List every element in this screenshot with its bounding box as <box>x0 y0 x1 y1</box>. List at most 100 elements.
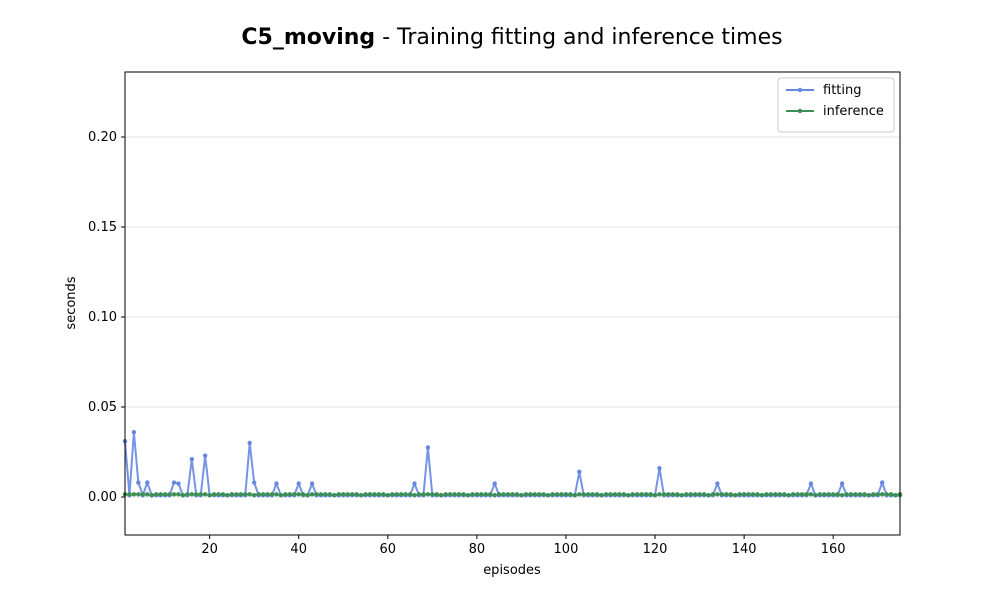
data-point <box>363 492 368 497</box>
data-point <box>439 493 444 498</box>
data-point <box>608 492 613 497</box>
data-point <box>586 492 591 497</box>
data-point <box>759 493 765 498</box>
y-tick-label: 0.10 <box>88 310 117 325</box>
data-point <box>817 492 823 497</box>
data-point <box>884 492 889 497</box>
data-point <box>862 492 867 497</box>
data-point <box>541 492 546 497</box>
data-point <box>594 492 600 497</box>
data-point <box>145 480 150 485</box>
data-point <box>296 492 301 497</box>
data-point <box>648 492 653 497</box>
data-point <box>675 492 680 497</box>
data-point <box>425 492 431 497</box>
data-point <box>314 492 319 497</box>
data-point <box>519 493 524 498</box>
data-point <box>733 493 738 498</box>
data-point <box>412 481 417 486</box>
data-point <box>394 492 399 497</box>
data-point <box>269 492 275 497</box>
title-bold: C5_moving <box>241 25 375 50</box>
data-point <box>661 492 667 497</box>
data-point <box>367 492 373 497</box>
data-point <box>300 492 306 497</box>
data-point <box>746 492 751 497</box>
data-point <box>202 492 208 497</box>
data-point <box>345 492 350 497</box>
data-point <box>336 492 341 497</box>
data-point <box>666 492 671 497</box>
data-point <box>532 492 537 497</box>
data-point <box>176 481 181 486</box>
data-point <box>381 492 386 497</box>
data-point <box>296 481 301 486</box>
data-point <box>777 492 782 497</box>
data-point <box>893 493 898 498</box>
data-point <box>452 492 457 497</box>
legend: fitting inference <box>777 77 895 133</box>
data-point <box>247 492 252 497</box>
data-point <box>781 492 787 497</box>
data-point <box>465 493 471 498</box>
data-point <box>176 492 181 497</box>
data-point <box>844 492 849 497</box>
data-point <box>292 492 297 497</box>
data-point <box>171 480 177 485</box>
data-point <box>879 480 885 485</box>
data-point <box>728 492 733 497</box>
data-point <box>630 492 635 497</box>
data-point <box>496 492 502 497</box>
data-point <box>786 493 791 498</box>
data-point <box>149 493 154 498</box>
data-point <box>710 492 716 497</box>
x-tick-label: 60 <box>380 542 397 557</box>
data-point <box>835 492 840 497</box>
data-point <box>202 453 208 458</box>
data-point <box>131 430 137 435</box>
data-point <box>879 492 885 497</box>
data-point <box>447 492 453 497</box>
data-point <box>430 492 435 497</box>
series-line <box>124 432 900 499</box>
data-point <box>198 492 203 497</box>
data-point <box>229 492 235 497</box>
data-point <box>443 492 448 497</box>
data-point <box>189 457 195 462</box>
data-point <box>425 445 431 450</box>
data-point <box>657 466 662 471</box>
data-point <box>545 493 551 498</box>
data-point <box>470 492 475 497</box>
data-point <box>349 492 355 497</box>
data-point <box>479 492 484 497</box>
data-point <box>211 492 217 497</box>
data-point <box>167 492 172 497</box>
y-tick-label: 0.20 <box>88 130 117 145</box>
data-point <box>207 493 212 498</box>
data-point <box>559 492 564 497</box>
data-point <box>652 493 658 498</box>
data-point <box>719 492 725 497</box>
data-point <box>158 492 163 497</box>
data-point <box>354 492 359 497</box>
data-point <box>278 493 284 498</box>
data-point <box>888 492 894 497</box>
data-point <box>492 493 497 498</box>
data-point <box>309 492 315 497</box>
data-point <box>692 492 698 497</box>
data-point <box>456 492 462 497</box>
data-point <box>358 493 364 498</box>
data-point <box>643 492 649 497</box>
data-point <box>621 492 627 497</box>
data-point <box>136 480 141 485</box>
data-point <box>537 492 542 497</box>
data-point <box>808 481 814 486</box>
x-tick-label: 120 <box>643 542 668 557</box>
data-point <box>407 492 413 497</box>
data-point <box>492 481 497 486</box>
data-point <box>572 493 578 498</box>
legend-marker <box>797 108 803 114</box>
data-point <box>225 493 230 498</box>
data-point <box>768 492 774 497</box>
data-point <box>839 481 845 486</box>
